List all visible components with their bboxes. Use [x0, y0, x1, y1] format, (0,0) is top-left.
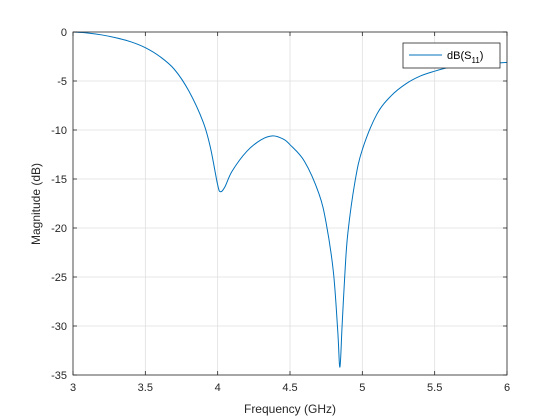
y-tick-label: -35: [51, 370, 67, 382]
series-layer: [72, 31, 508, 368]
legend-entry-close: ): [480, 50, 484, 62]
y-axis-label: Magnitude (dB): [29, 163, 43, 245]
series-line: [72, 31, 508, 368]
x-tick-label: 3.5: [138, 382, 153, 394]
legend-entry: dB(S11): [447, 50, 483, 65]
x-tick-label: 4.5: [282, 382, 297, 394]
x-axis-label: Frequency (GHz): [244, 402, 336, 416]
legend-entry-base: dB(S: [447, 50, 471, 62]
x-tick-label: 6: [504, 382, 510, 394]
ticks: [72, 31, 508, 376]
x-tick-label: 3: [70, 382, 76, 394]
x-tick-label: 5.5: [427, 382, 442, 394]
y-tick-label: -5: [57, 76, 67, 88]
y-tick-label: -10: [51, 125, 67, 137]
x-tick-label: 4: [215, 382, 221, 394]
legend: dB(S11): [402, 42, 501, 69]
y-tick-label: -25: [51, 272, 67, 284]
x-tick-label: 5: [359, 382, 365, 394]
tick-labels: 3 3.5 4 4.5 5 5.5 6 0 -5 -10 -15 -20 -25 -30 -35: [51, 27, 510, 394]
y-tick-label: -20: [51, 223, 67, 235]
y-tick-label: 0: [61, 27, 67, 39]
y-tick-label: -30: [51, 321, 67, 333]
y-tick-label: -15: [51, 174, 67, 186]
legend-entry-subscript: 11: [471, 56, 480, 65]
